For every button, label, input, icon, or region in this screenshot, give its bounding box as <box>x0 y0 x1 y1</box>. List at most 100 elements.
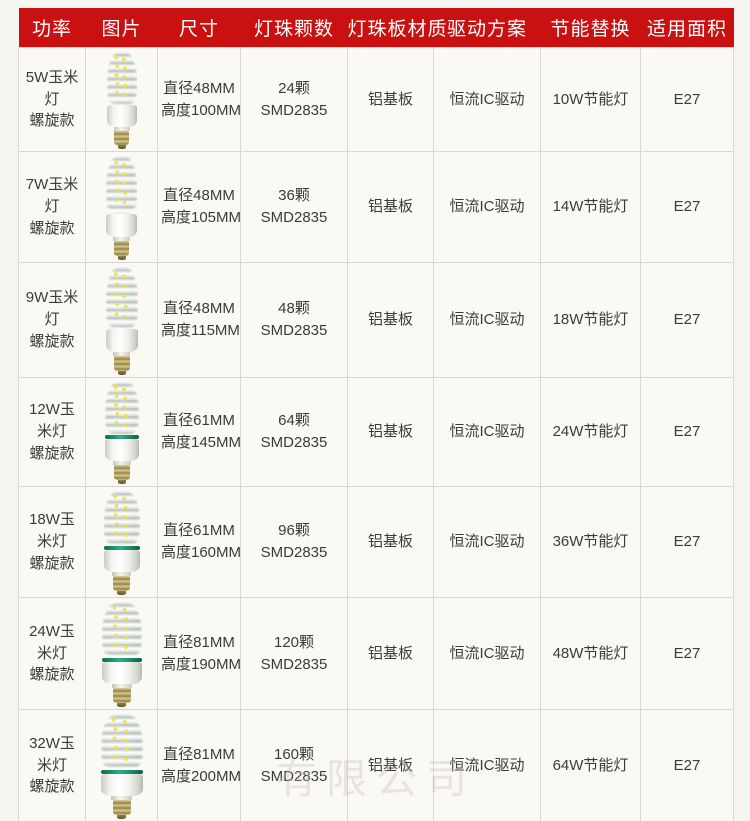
cell-product-image <box>85 486 158 598</box>
cell-power-line-1: 24W玉米灯 <box>29 622 75 662</box>
cell-power-line-2: 螺旋款 <box>29 666 75 684</box>
cell-led-count: 24颗 SMD2835 <box>240 47 348 152</box>
bulb-neck <box>113 127 130 131</box>
bulb-neck <box>111 796 132 800</box>
cell-power-line-1: 12W玉米灯 <box>29 401 75 441</box>
bulb-spiral-section <box>103 489 140 546</box>
bulb-green-ring <box>103 546 140 550</box>
cell-power-line-1: 18W玉米灯 <box>29 511 75 551</box>
bulb-spiral-section <box>106 50 137 105</box>
cell-power: 5W玉米灯螺旋款 <box>18 47 86 152</box>
cell-led-count-line-2: SMD2835 <box>260 434 328 451</box>
cell-power: 7W玉米灯 螺旋款 <box>18 151 86 263</box>
bulb-housing <box>105 329 138 352</box>
cell-base-type: E27 <box>640 151 734 263</box>
bulb-contact-tip <box>117 815 126 819</box>
cell-power: 12W玉米灯 螺旋款 <box>18 377 86 487</box>
table-row: 7W玉米灯 螺旋款 直径48MM 高度105MM 36颗 SMD2835 铝基板 恒流IC驱动… <box>18 151 734 263</box>
cell-power-line-2: 螺旋款 <box>29 112 75 130</box>
cell-base-type: E27 <box>640 486 734 598</box>
cell-size-line-1: 直径61MM <box>163 412 235 430</box>
cell-product-image <box>85 47 158 152</box>
bulb-neck <box>111 684 132 688</box>
bulb-green-ring <box>100 770 143 774</box>
cell-base-type: E27 <box>640 597 734 710</box>
cell-driver: 恒流IC驱动 <box>433 709 541 821</box>
bulb-green-ring <box>101 658 142 662</box>
bulb-illustration <box>95 265 149 375</box>
bulb-e27-screw-cap <box>112 800 131 815</box>
cell-board-material: 铝基板 <box>347 486 434 598</box>
cell-board-material: 铝基板 <box>347 597 434 710</box>
bulb-spiral-section <box>101 600 142 658</box>
cell-size: 直径81MM 高度200MM <box>157 709 241 821</box>
table-row: 24W玉米灯 螺旋款 直径81MM 高度190MM 120颗 SMD2835 铝基板 恒流IC… <box>18 597 734 710</box>
table-row: 18W玉米灯 螺旋款 直径61MM 高度160MM 96颗 SMD2835 铝基板 恒流IC驱… <box>18 486 734 598</box>
cell-size-line-2: 高度145MM <box>161 434 242 451</box>
header-row: 功率 图片 尺寸 灯珠颗数 灯珠板材质 驱动方案 节能替换 适用面积 <box>18 8 734 48</box>
table-row: 12W玉米灯 螺旋款 直径61MM 高度145MM 64颗 SMD2835 铝基板 恒流IC驱… <box>18 377 734 487</box>
cell-power-line-2: 螺旋款 <box>29 778 75 796</box>
cell-led-count-line-2: SMD2835 <box>260 655 328 673</box>
bulb-housing <box>104 439 139 461</box>
cell-led-count-line-1: 36颗 <box>278 187 310 205</box>
cell-replacement: 14W节能灯 <box>540 151 641 263</box>
cell-base-type: E27 <box>640 377 734 487</box>
cell-led-count-line-2: SMD2835 <box>260 209 328 226</box>
cell-board-material: 铝基板 <box>347 377 434 487</box>
cell-size-line-1: 直径81MM <box>163 633 235 651</box>
cell-size-line-2: 高度190MM <box>161 655 242 673</box>
cell-led-count-line-1: 64颗 <box>278 412 310 430</box>
cell-led-count-line-1: 96颗 <box>278 522 310 540</box>
cell-power-line-2: 螺旋款 <box>29 332 75 350</box>
cell-led-count: 36颗 SMD2835 <box>240 151 348 263</box>
cell-led-count-line-2: SMD2835 <box>260 322 328 339</box>
cell-power-line-1: 5W玉米灯 <box>25 68 79 108</box>
cell-size-line-1: 直径61MM <box>163 522 235 540</box>
cell-board-material: 铝基板 <box>347 151 434 263</box>
cell-power-line-2: 螺旋款 <box>29 554 75 572</box>
cell-power-line-2: 螺旋款 <box>29 219 75 237</box>
cell-driver: 恒流IC驱动 <box>433 486 541 598</box>
bulb-illustration <box>95 600 149 707</box>
cell-board-material: 铝基板 <box>347 709 434 821</box>
cell-board-material: 铝基板 <box>347 262 434 378</box>
bulb-housing <box>101 662 142 684</box>
header-image: 图片 <box>85 8 158 48</box>
cell-base-type: E27 <box>640 709 734 821</box>
table-row: 9W玉米灯 螺旋款 直径48MM 高度115MM 48颗 SMD2835 铝基板 恒流IC驱动… <box>18 262 734 378</box>
table-header: 功率 图片 尺寸 灯珠颗数 灯珠板材质 驱动方案 节能替换 适用面积 <box>18 8 734 48</box>
bulb-spiral-section <box>106 154 137 214</box>
cell-driver: 恒流IC驱动 <box>433 151 541 263</box>
cell-led-count-line-2: SMD2835 <box>260 101 328 119</box>
cell-led-count: 64颗 SMD2835 <box>240 377 348 487</box>
cell-size-line-1: 直径48MM <box>163 79 235 97</box>
cell-size-line-2: 高度105MM <box>161 209 242 226</box>
cell-size: 直径48MM 高度115MM <box>157 262 241 378</box>
bulb-neck <box>113 352 130 356</box>
cell-led-count-line-2: SMD2835 <box>260 767 328 785</box>
cell-driver: 恒流IC驱动 <box>433 377 541 487</box>
bulb-spiral-section <box>100 712 143 770</box>
cell-power: 18W玉米灯螺旋款 <box>18 486 86 598</box>
bulb-housing <box>106 214 137 237</box>
cell-product-image <box>85 262 158 378</box>
cell-driver: 恒流IC驱动 <box>433 597 541 710</box>
bulb-green-ring <box>104 435 139 439</box>
bulb-neck <box>113 237 130 241</box>
cell-size: 直径48MM 高度105MM <box>157 151 242 263</box>
bulb-e27-screw-cap <box>113 356 130 371</box>
cell-power-line-1: 32W玉米灯 <box>29 734 75 774</box>
cell-replacement: 36W节能灯 <box>540 486 641 598</box>
cell-power: 32W玉米灯螺旋款 <box>18 709 86 821</box>
cell-replacement: 24W节能灯 <box>540 377 641 487</box>
bulb-contact-tip <box>117 256 126 260</box>
led-bulb-spec-table: 功率 图片 尺寸 灯珠颗数 灯珠板材质 驱动方案 节能替换 适用面积 5W玉米灯… <box>18 8 734 821</box>
cell-size: 直径61MM 高度160MM <box>157 486 241 598</box>
cell-board-material: 铝基板 <box>347 47 434 152</box>
cell-replacement: 18W节能灯 <box>540 262 641 378</box>
cell-driver: 恒流IC驱动 <box>433 47 541 152</box>
cell-base-type: E27 <box>640 47 734 152</box>
bulb-neck <box>112 461 131 465</box>
bulb-spiral-section <box>105 265 138 329</box>
